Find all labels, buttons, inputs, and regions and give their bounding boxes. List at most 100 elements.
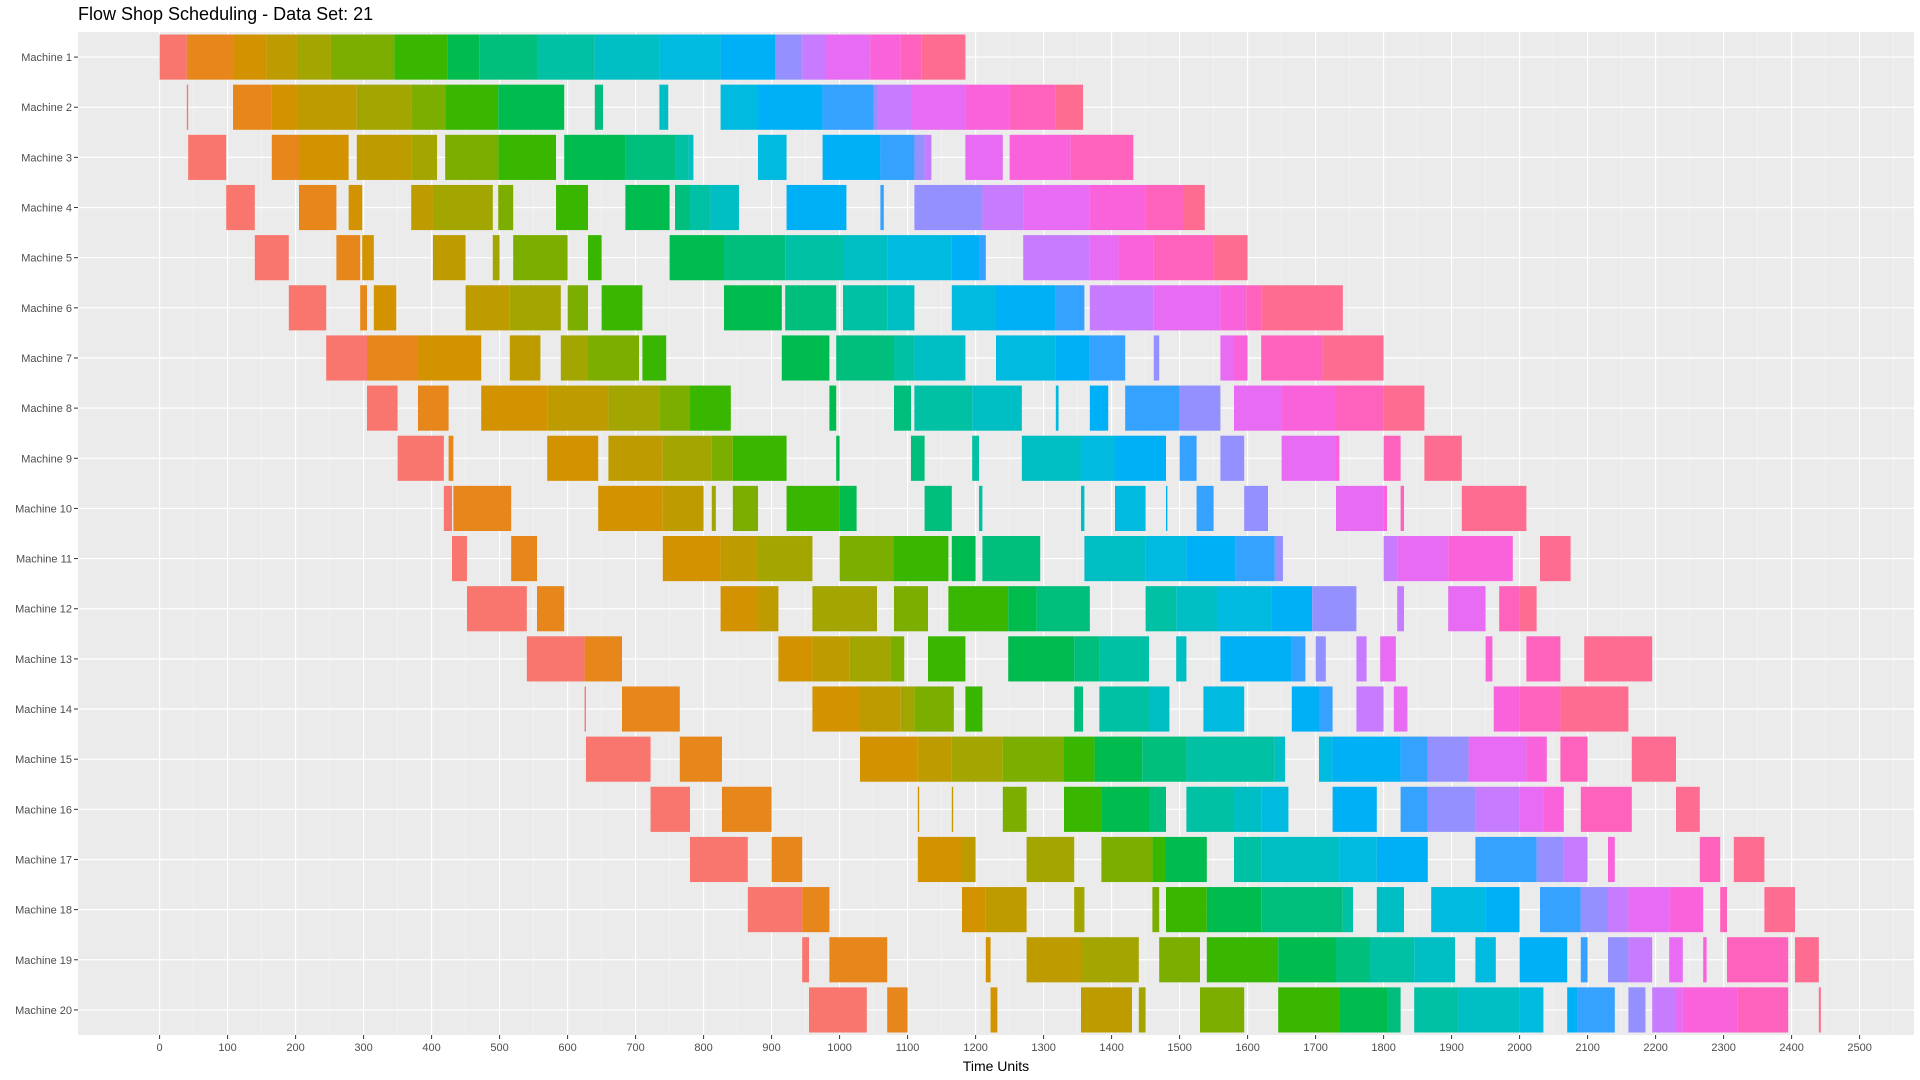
task-bar xyxy=(1281,435,1336,481)
task-bar xyxy=(498,134,557,180)
task-bar xyxy=(812,586,877,632)
task-bar xyxy=(1186,786,1234,832)
task-bar xyxy=(894,385,911,431)
task-bar xyxy=(1387,987,1401,1033)
task-bar xyxy=(1026,937,1081,983)
task-bar xyxy=(914,184,983,231)
task-bar xyxy=(1089,184,1146,231)
task-bar xyxy=(367,385,398,431)
task-bar xyxy=(917,836,962,883)
x-tick-label: 700 xyxy=(626,1042,644,1054)
task-bar xyxy=(1261,786,1289,832)
task-bar xyxy=(711,485,716,531)
task-bar xyxy=(1196,485,1214,531)
task-bar xyxy=(1081,937,1139,983)
task-bar xyxy=(1149,786,1166,832)
task-bar xyxy=(802,937,809,983)
y-tick-label: Machine 8 xyxy=(21,403,72,415)
task-bar xyxy=(1089,385,1109,431)
task-bar xyxy=(1115,485,1146,531)
task-bar xyxy=(785,285,837,331)
task-bar xyxy=(1023,235,1090,281)
task-bar xyxy=(443,485,452,531)
task-bar xyxy=(1458,987,1520,1033)
task-bar xyxy=(911,435,925,481)
task-bar xyxy=(650,786,690,832)
task-bar xyxy=(1339,836,1377,883)
task-bar xyxy=(1081,435,1115,481)
task-bar xyxy=(996,335,1056,381)
task-bar xyxy=(1400,786,1428,832)
task-bar xyxy=(1234,335,1248,381)
task-bar xyxy=(1183,184,1205,231)
task-bar xyxy=(445,134,499,180)
task-bar xyxy=(1213,235,1248,281)
task-bar xyxy=(1608,937,1629,983)
task-bar xyxy=(1055,285,1085,331)
task-bar xyxy=(972,385,1022,431)
task-bar xyxy=(829,937,888,983)
y-tick-label: Machine 15 xyxy=(15,754,72,766)
task-bar xyxy=(1560,736,1588,782)
task-bar xyxy=(1380,636,1396,682)
task-bar xyxy=(1099,686,1149,732)
task-bar xyxy=(720,84,758,130)
y-tick-label: Machine 11 xyxy=(16,554,72,566)
task-bar xyxy=(1159,937,1200,983)
task-bar xyxy=(1261,285,1343,331)
task-bar xyxy=(962,836,976,883)
task-bar xyxy=(1431,887,1486,933)
task-bar xyxy=(509,285,561,331)
task-bar xyxy=(659,34,721,80)
task-bar xyxy=(1631,736,1676,782)
task-bar xyxy=(1540,887,1581,933)
task-bar xyxy=(1176,636,1187,682)
task-bar xyxy=(1234,836,1262,883)
task-bar xyxy=(1246,285,1262,331)
task-bar xyxy=(720,34,775,80)
task-bar xyxy=(1608,887,1629,933)
task-bar xyxy=(860,686,901,732)
task-bar xyxy=(996,285,1056,331)
task-bar xyxy=(432,184,493,231)
task-bar xyxy=(710,184,739,231)
task-bar xyxy=(724,285,782,331)
task-bar xyxy=(608,435,663,481)
task-bar xyxy=(1427,786,1476,832)
task-bar xyxy=(1397,536,1449,582)
task-bar xyxy=(972,435,979,481)
task-bar xyxy=(711,435,733,481)
task-bar xyxy=(1291,636,1306,682)
task-bar xyxy=(411,184,433,231)
task-bar xyxy=(951,235,979,281)
x-tick-label: 1800 xyxy=(1371,1042,1395,1054)
task-bar xyxy=(513,235,568,281)
task-bar xyxy=(659,385,690,431)
x-tick-label: 2200 xyxy=(1643,1042,1667,1054)
task-bar xyxy=(1519,937,1568,983)
task-bar xyxy=(447,34,480,80)
task-bar xyxy=(1261,836,1340,883)
task-bar xyxy=(336,235,361,281)
task-bar xyxy=(1584,636,1653,682)
task-bar xyxy=(1727,937,1789,983)
x-tick-label: 200 xyxy=(286,1042,304,1054)
task-bar xyxy=(1764,887,1795,933)
task-bar xyxy=(1261,887,1343,933)
task-bar xyxy=(1220,435,1245,481)
task-bar xyxy=(1101,836,1153,883)
task-bar xyxy=(1099,636,1149,682)
task-bar xyxy=(1089,335,1126,381)
task-bar xyxy=(870,34,901,80)
task-bar xyxy=(1676,987,1683,1033)
task-bar xyxy=(914,385,973,431)
task-bar xyxy=(758,134,787,180)
task-bar xyxy=(1055,335,1090,381)
task-bar xyxy=(965,686,983,732)
x-tick-label: 1500 xyxy=(1167,1042,1191,1054)
task-bar xyxy=(1699,836,1721,883)
task-bar xyxy=(299,184,337,231)
task-bar xyxy=(299,134,349,180)
y-tick-label: Machine 10 xyxy=(15,503,72,515)
task-bar xyxy=(1475,786,1520,832)
